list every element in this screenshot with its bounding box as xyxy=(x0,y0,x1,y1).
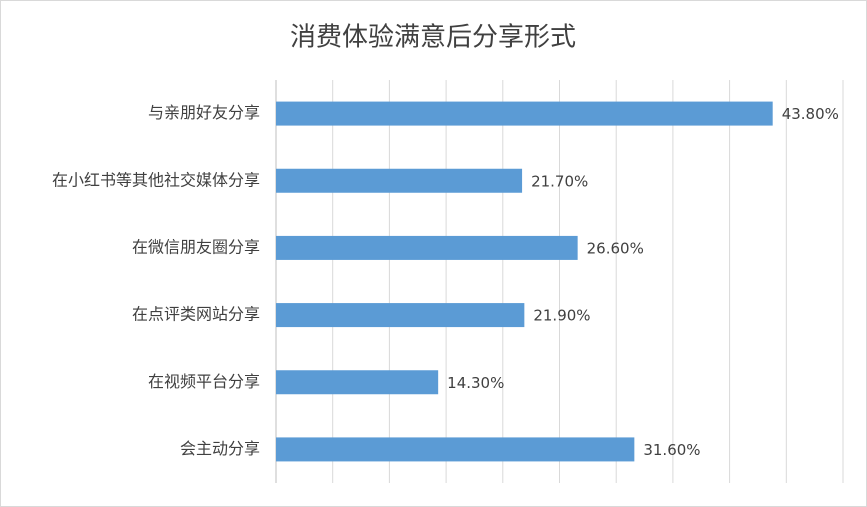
bar xyxy=(276,235,578,260)
y-tick-label: 在微信朋友圈分享 xyxy=(132,237,260,256)
bar xyxy=(276,370,439,395)
y-tick-label: 在点评类网站分享 xyxy=(132,305,260,324)
data-label: 21.70% xyxy=(531,172,588,190)
bar xyxy=(276,101,773,126)
y-tick-label: 会主动分享 xyxy=(180,439,260,458)
bar xyxy=(276,303,525,328)
data-label: 21.90% xyxy=(533,307,590,325)
bar xyxy=(276,168,523,193)
data-label: 31.60% xyxy=(643,441,700,459)
bar xyxy=(276,437,635,462)
chart-title: 消费体验满意后分享形式 xyxy=(290,23,576,53)
data-label: 26.60% xyxy=(587,239,644,257)
y-tick-label: 与亲朋好友分享 xyxy=(148,103,260,122)
data-label: 43.80% xyxy=(782,105,839,123)
y-tick-label: 在视频平台分享 xyxy=(148,372,260,391)
data-label: 14.30% xyxy=(447,374,504,392)
y-tick-label: 在小红书等其他社交媒体分享 xyxy=(52,170,260,189)
